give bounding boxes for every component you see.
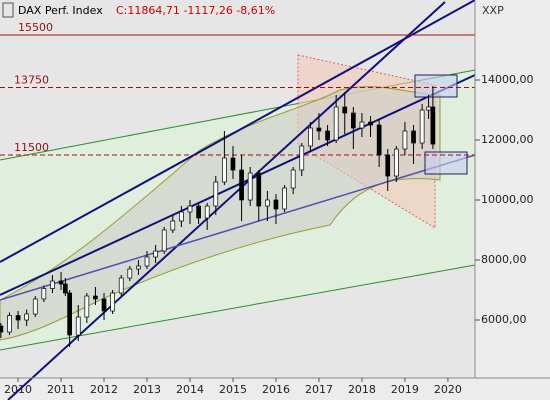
candle-body [0,325,4,333]
candle-body [41,288,47,300]
candle-body [316,127,322,132]
icon [2,2,14,18]
candle-body [75,316,81,336]
candle-body [247,172,253,201]
x-tick-label: 2013 [133,383,161,396]
candle-body [62,283,68,294]
candle-body [368,121,373,126]
x-tick-label: 2014 [176,383,204,396]
chart-title: DAX Perf. Index [18,4,103,17]
candle-body [426,106,431,111]
candle-body [213,181,219,207]
candle-body [24,313,30,321]
candle-body [179,211,184,222]
currency: XXP [482,4,504,17]
candle-body [376,124,382,156]
candle-body [58,280,64,285]
level-label: 15500 [18,21,53,34]
x-tick-label: 2016 [262,383,290,396]
x-tick-label: 2019 [391,383,419,396]
candle-body [385,154,391,177]
candle-body [222,157,227,183]
x-tick-label: 2017 [305,383,333,396]
candle-body [187,205,193,213]
candle-body [350,112,356,129]
y-tick-label: 10000,00 [481,193,534,206]
candle-body [325,130,330,141]
candle-body [170,220,176,231]
candle-body [93,295,98,300]
candle-body [101,298,107,312]
candle-body [118,277,124,294]
candle-body [230,157,236,171]
candle-body [32,298,38,315]
candle-body [342,106,348,114]
candle-body [333,106,339,141]
trend-line [7,1,446,401]
target-box [424,151,468,175]
candle-body [84,295,90,318]
candle-body [161,229,167,252]
bollinger-band [0,86,441,341]
candle-body [153,250,158,258]
candle-body [7,315,12,333]
x-tick-label: 2010 [4,383,32,396]
candle-body [265,199,270,207]
y-tick-label: 6000,00 [481,313,527,326]
candle-body [393,148,399,177]
candle-body [299,145,305,171]
y-tick-label: 8000,00 [481,253,527,266]
candle-body [196,205,201,219]
trend-line [0,154,476,301]
candle-body [359,121,365,129]
x-tick-label: 2020 [434,383,462,396]
candle-body [204,205,210,219]
target-box [414,74,458,98]
candle-body [308,127,313,147]
y-tick-label: 12000,00 [481,133,534,146]
candle-body [419,109,425,144]
candle-body [144,256,150,267]
level-label: 11500 [14,141,49,154]
candle-body [273,199,279,210]
y-tick-label: 14000,00 [481,73,534,86]
x-tick-label: 2011 [47,383,75,396]
candle-body [239,169,244,201]
candle-body [290,169,296,189]
candle-body [15,315,21,321]
candle-body [110,292,115,312]
candle-body [402,130,408,150]
x-tick-label: 2015 [219,383,247,396]
candle-body [256,172,262,207]
x-tick-label: 2018 [348,383,376,396]
trend-line [0,74,476,296]
quote: C:11864,71 -1117,26 -8,61% [116,4,275,17]
candle-body [430,106,436,145]
candle-body [67,292,72,336]
candle-body [282,187,287,210]
candle-body [136,265,141,270]
x-tick-label: 2012 [90,383,118,396]
candle-body [127,268,133,279]
trend-line [0,0,476,263]
candle-body [411,130,416,144]
candle-body [50,280,55,289]
level-label: 13750 [14,74,49,87]
